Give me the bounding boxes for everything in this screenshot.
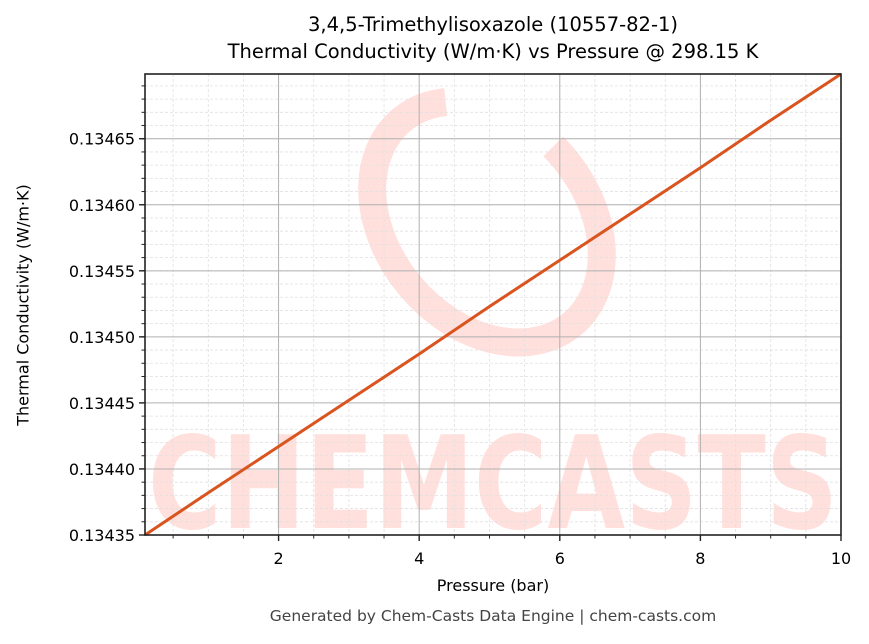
y-tick-label: 0.13455 bbox=[69, 262, 135, 281]
chart-title-line2: Thermal Conductivity (W/m·K) vs Pressure… bbox=[227, 40, 759, 63]
watermark-logo: CHEMCASTS bbox=[148, 87, 838, 559]
y-tick-label: 0.13465 bbox=[69, 130, 135, 149]
x-tick-label: 2 bbox=[273, 549, 283, 568]
y-axis-label: Thermal Conductivity (W/m·K) bbox=[13, 184, 33, 426]
data-series-line bbox=[144, 72, 842, 537]
y-tick-label: 0.13450 bbox=[69, 328, 135, 347]
x-tick-label: 4 bbox=[414, 549, 424, 568]
svg-text:CHEMCASTS: CHEMCASTS bbox=[148, 410, 838, 559]
y-tick-labels: 0.13435 0.13440 0.13445 0.13450 0.13455 0.134… bbox=[69, 130, 135, 545]
y-tick-label: 0.13460 bbox=[69, 196, 135, 215]
x-tick-label: 8 bbox=[695, 549, 705, 568]
footer-credit: Generated by Chem-Casts Data Engine | ch… bbox=[269, 607, 717, 625]
y-tick-label: 0.13445 bbox=[69, 394, 135, 413]
x-tick-labels: 2 4 6 8 10 bbox=[273, 549, 851, 568]
x-tick-label: 6 bbox=[555, 549, 565, 568]
x-tick-label: 10 bbox=[831, 549, 851, 568]
chart-title-line1: 3,4,5-Trimethylisoxazole (10557-82-1) bbox=[307, 13, 678, 36]
y-tick-label: 0.13435 bbox=[69, 526, 135, 545]
axis-ticks bbox=[139, 85, 842, 541]
x-axis-label: Pressure (bar) bbox=[436, 576, 550, 595]
plot-frame bbox=[144, 73, 842, 536]
y-tick-label: 0.13440 bbox=[69, 460, 135, 479]
